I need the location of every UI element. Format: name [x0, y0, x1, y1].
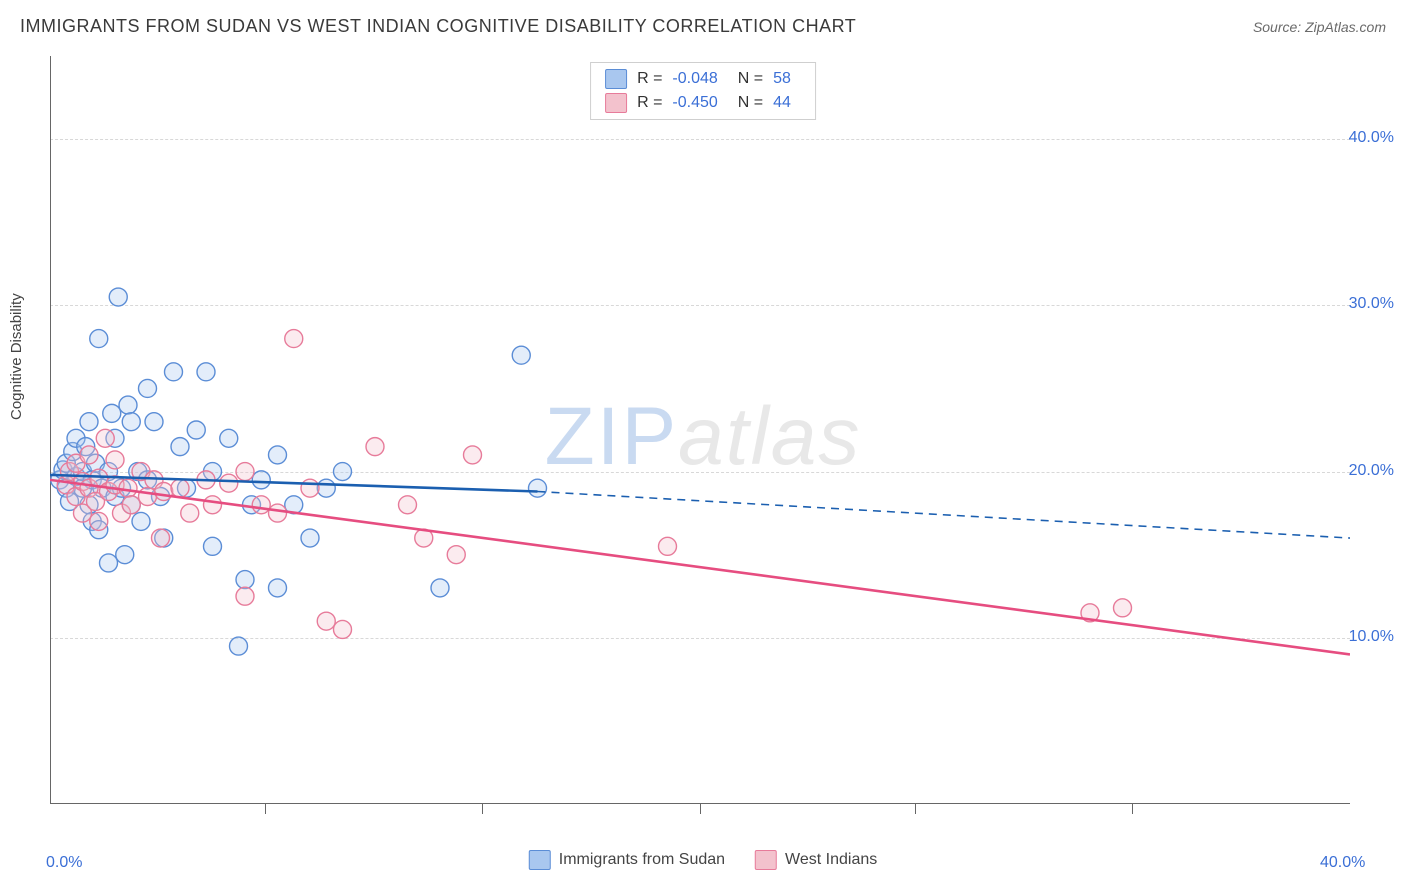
scatter-point: [197, 363, 215, 381]
stats-box: R = -0.048 N = 58 R = -0.450 N = 44: [590, 62, 816, 120]
scatter-point: [187, 421, 205, 439]
swatch-series-0: [605, 69, 627, 89]
scatter-point: [132, 512, 150, 530]
scatter-point: [334, 463, 352, 481]
stats-row: R = -0.450 N = 44: [605, 93, 801, 113]
scatter-point: [80, 446, 98, 464]
r-label: R =: [637, 70, 662, 88]
scatter-point: [204, 496, 222, 514]
y-tick-label: 10.0%: [1349, 628, 1394, 646]
scatter-point: [236, 587, 254, 605]
x-tick: [482, 804, 483, 814]
n-value: 44: [773, 94, 791, 112]
scatter-point: [317, 612, 335, 630]
scatter-point: [317, 479, 335, 497]
swatch-legend-0: [529, 850, 551, 870]
scatter-point: [165, 363, 183, 381]
title-bar: IMMIGRANTS FROM SUDAN VS WEST INDIAN COG…: [20, 16, 1386, 37]
swatch-series-1: [605, 93, 627, 113]
scatter-point: [236, 463, 254, 481]
chart-title: IMMIGRANTS FROM SUDAN VS WEST INDIAN COG…: [20, 16, 856, 37]
scatter-point: [109, 288, 127, 306]
scatter-point: [512, 346, 530, 364]
n-label: N =: [738, 70, 763, 88]
r-value: -0.450: [672, 94, 717, 112]
scatter-point: [171, 479, 189, 497]
y-tick-label: 40.0%: [1349, 129, 1394, 147]
scatter-point: [119, 479, 137, 497]
y-axis-label: Cognitive Disability: [8, 293, 25, 420]
scatter-point: [252, 496, 270, 514]
scatter-point: [90, 330, 108, 348]
scatter-point: [301, 529, 319, 547]
scatter-point: [100, 554, 118, 572]
n-label: N =: [738, 94, 763, 112]
scatter-point: [366, 438, 384, 456]
x-tick: [915, 804, 916, 814]
scatter-point: [529, 479, 547, 497]
scatter-point: [106, 451, 124, 469]
scatter-point: [171, 438, 189, 456]
r-label: R =: [637, 94, 662, 112]
x-tick: [700, 804, 701, 814]
scatter-point: [139, 487, 157, 505]
scatter-point: [1114, 599, 1132, 617]
source-label: Source: ZipAtlas.com: [1253, 19, 1386, 35]
scatter-point: [399, 496, 417, 514]
y-tick-label: 30.0%: [1349, 295, 1394, 313]
x-tick: [265, 804, 266, 814]
scatter-point: [269, 579, 287, 597]
scatter-point: [659, 537, 677, 555]
scatter-point: [122, 496, 140, 514]
x-tick-label-max: 40.0%: [1320, 854, 1365, 872]
stats-row: R = -0.048 N = 58: [605, 69, 801, 89]
scatter-point: [96, 429, 114, 447]
scatter-point: [116, 546, 134, 564]
scatter-point: [220, 474, 238, 492]
x-tick-label-min: 0.0%: [46, 854, 82, 872]
r-value: -0.048: [672, 70, 717, 88]
scatter-point: [119, 396, 137, 414]
y-tick-label: 20.0%: [1349, 462, 1394, 480]
chart-svg: [50, 56, 1350, 804]
scatter-point: [464, 446, 482, 464]
regression-line-dashed: [538, 492, 1351, 539]
scatter-point: [80, 413, 98, 431]
scatter-point: [334, 620, 352, 638]
scatter-point: [181, 504, 199, 522]
scatter-point: [90, 512, 108, 530]
scatter-point: [155, 483, 173, 501]
legend-item: West Indians: [755, 850, 877, 870]
scatter-point: [122, 413, 140, 431]
scatter-point: [139, 379, 157, 397]
bottom-legend: Immigrants from Sudan West Indians: [529, 850, 877, 870]
scatter-point: [230, 637, 248, 655]
legend-item: Immigrants from Sudan: [529, 850, 725, 870]
swatch-legend-1: [755, 850, 777, 870]
scatter-point: [269, 446, 287, 464]
scatter-point: [447, 546, 465, 564]
scatter-point: [431, 579, 449, 597]
regression-line: [50, 480, 1350, 655]
scatter-point: [204, 537, 222, 555]
scatter-point: [236, 571, 254, 589]
scatter-point: [285, 330, 303, 348]
legend-label: West Indians: [785, 851, 877, 869]
n-value: 58: [773, 70, 791, 88]
scatter-point: [145, 413, 163, 431]
scatter-point: [152, 529, 170, 547]
scatter-point: [252, 471, 270, 489]
x-tick: [1132, 804, 1133, 814]
scatter-point: [103, 404, 121, 422]
scatter-point: [301, 479, 319, 497]
scatter-point: [269, 504, 287, 522]
legend-label: Immigrants from Sudan: [559, 851, 725, 869]
scatter-point: [220, 429, 238, 447]
